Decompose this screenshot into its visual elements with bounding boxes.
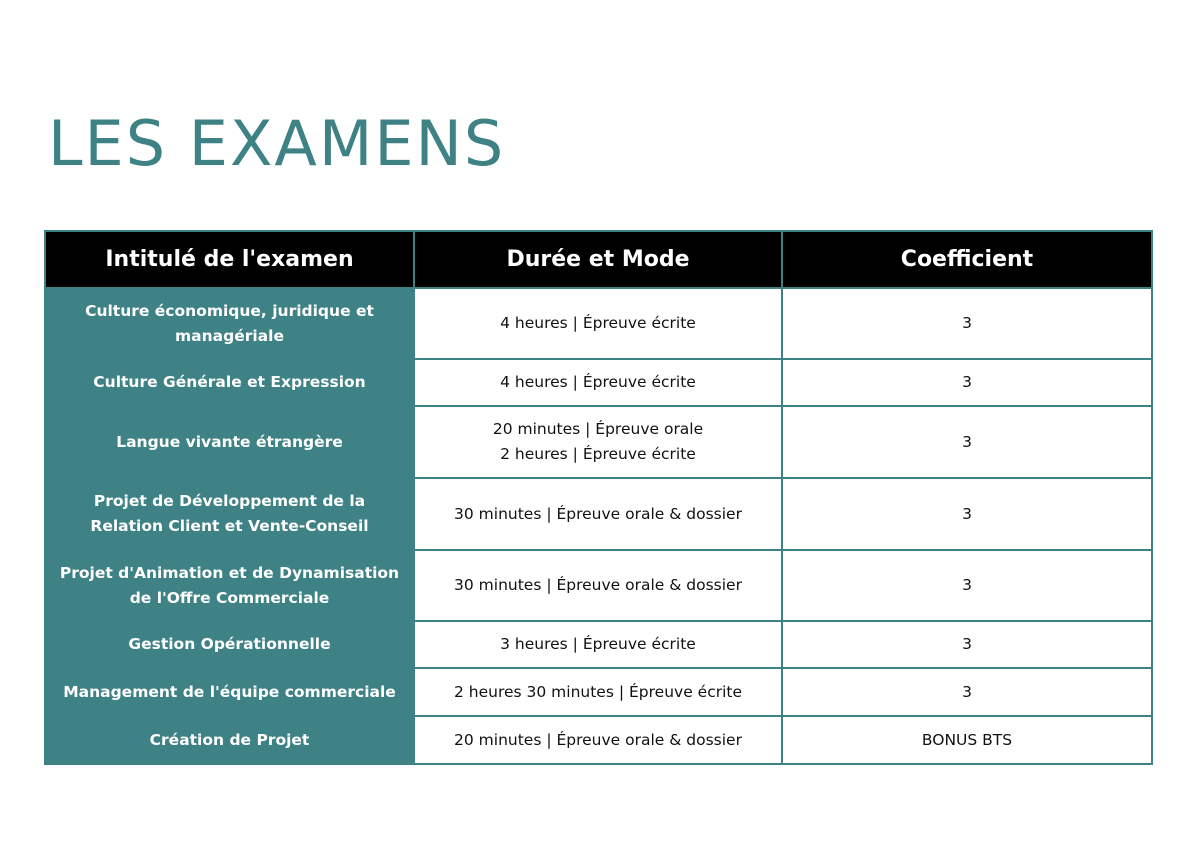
exam-duration-mode: 20 minutes | Épreuve orale 2 heures | Épr… bbox=[413, 405, 783, 479]
mode-line: 2 heures 30 minutes | Épreuve écrite bbox=[453, 682, 743, 701]
exam-duration-mode: 30 minutes | Épreuve orale & dossier bbox=[413, 477, 783, 551]
mode-line: 30 minutes | Épreuve orale & dossier bbox=[454, 504, 742, 523]
exam-name: Projet de Développement de la Relation C… bbox=[44, 477, 415, 551]
table-row: Projet d'Animation et de Dynamisation de… bbox=[44, 549, 1153, 622]
exam-coefficient: 3 bbox=[781, 477, 1153, 551]
exam-duration-mode: 4 heures | Épreuve écrite bbox=[413, 358, 783, 407]
exam-coefficient: 3 bbox=[781, 549, 1153, 622]
table-row: Culture économique, juridique et managér… bbox=[44, 287, 1153, 360]
exam-duration-mode: 20 minutes | Épreuve orale & dossier bbox=[413, 715, 783, 765]
mode-line: 2 heures | Épreuve écrite bbox=[500, 445, 696, 463]
exam-name: Culture économique, juridique et managér… bbox=[44, 287, 415, 360]
exam-coefficient: 3 bbox=[781, 287, 1153, 360]
table-row: Culture Générale et Expression 4 heures |… bbox=[44, 358, 1153, 407]
table-row: Création de Projet 20 minutes | Épreuve o… bbox=[44, 715, 1153, 765]
mode-line: 3 heures | Épreuve écrite bbox=[500, 635, 696, 653]
mode-line: 20 minutes | Épreuve orale bbox=[492, 420, 704, 438]
exam-duration-mode: 2 heures 30 minutes | Épreuve écrite bbox=[413, 667, 783, 717]
exam-coefficient: 3 bbox=[781, 620, 1153, 669]
exam-name: Projet d'Animation et de Dynamisation de… bbox=[44, 549, 415, 622]
exam-name: Langue vivante étrangère bbox=[44, 405, 415, 479]
exam-coefficient: 3 bbox=[781, 405, 1153, 479]
header-exam-name: Intitulé de l'examen bbox=[44, 230, 415, 289]
exam-name: Culture Générale et Expression bbox=[44, 358, 415, 407]
header-coefficient: Coefficient bbox=[781, 230, 1153, 289]
exam-name: Création de Projet bbox=[44, 715, 415, 765]
exam-coefficient: 3 bbox=[781, 667, 1153, 717]
table-row: Projet de Développement de la Relation C… bbox=[44, 477, 1153, 551]
mode-line: 4 heures | Épreuve écrite bbox=[500, 373, 696, 391]
exam-duration-mode: 4 heures | Épreuve écrite bbox=[413, 287, 783, 360]
exams-table: Intitulé de l'examen Durée et Mode Coeff… bbox=[44, 230, 1153, 765]
mode-line: 20 minutes | Épreuve orale & dossier bbox=[454, 730, 742, 749]
exam-coefficient: 3 bbox=[781, 358, 1153, 407]
exam-coefficient: BONUS BTS bbox=[781, 715, 1153, 765]
mode-line: 30 minutes | Épreuve orale & dossier bbox=[454, 576, 742, 594]
exam-name: Gestion Opérationnelle bbox=[44, 620, 415, 669]
mode-line: 4 heures | Épreuve écrite bbox=[500, 314, 696, 332]
table-header-row: Intitulé de l'examen Durée et Mode Coeff… bbox=[44, 230, 1153, 289]
header-duration-mode: Durée et Mode bbox=[413, 230, 783, 289]
exam-duration-mode: 3 heures | Épreuve écrite bbox=[413, 620, 783, 669]
table-row: Gestion Opérationnelle 3 heures | Épreuve… bbox=[44, 620, 1153, 669]
page-title: LES EXAMENS bbox=[48, 107, 506, 180]
exam-name: Management de l'équipe commerciale bbox=[44, 667, 415, 717]
table-row: Management de l'équipe commerciale 2 heur… bbox=[44, 667, 1153, 717]
table-row: Langue vivante étrangère 20 minutes | Épr… bbox=[44, 405, 1153, 479]
exam-duration-mode: 30 minutes | Épreuve orale & dossier bbox=[413, 549, 783, 622]
